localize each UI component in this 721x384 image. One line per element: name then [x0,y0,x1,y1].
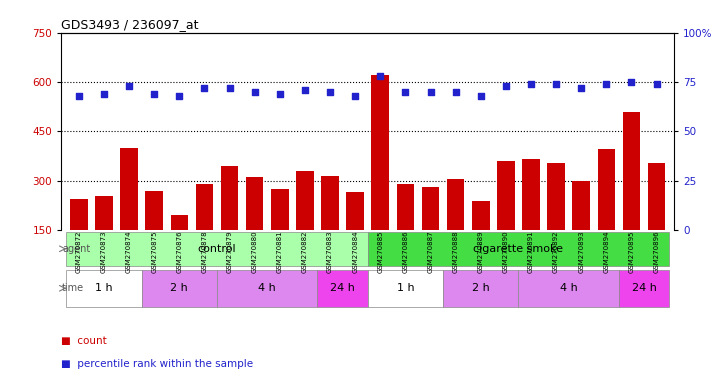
Point [98,91,110,97]
Text: GSM270884: GSM270884 [352,230,358,273]
Bar [66,270,141,307]
Text: GSM270881: GSM270881 [277,230,283,273]
Point [525,81,536,87]
Bar [472,200,490,230]
Text: 4 h: 4 h [559,283,578,293]
Bar [572,181,590,230]
Text: GSM270878: GSM270878 [201,230,208,273]
Bar [221,166,239,230]
Point [475,93,487,99]
Point [651,81,663,87]
Text: 24 h: 24 h [632,283,656,293]
Bar [171,215,188,230]
Bar [368,232,669,266]
Point [626,79,637,85]
Text: GSM270889: GSM270889 [478,230,484,273]
Point [350,93,361,99]
Text: GSM270882: GSM270882 [302,230,308,273]
Point [149,91,160,97]
Point [299,87,311,93]
Text: cigarette smoke: cigarette smoke [474,244,563,254]
Bar [371,75,389,230]
Bar [397,184,414,230]
Bar [647,163,665,230]
Text: 4 h: 4 h [258,283,276,293]
Bar [217,270,317,307]
Point [575,85,587,91]
Point [425,89,436,95]
Bar [322,176,339,230]
Bar [518,270,619,307]
Text: GSM270880: GSM270880 [252,230,257,273]
Text: GSM270895: GSM270895 [629,230,634,273]
Text: 24 h: 24 h [330,283,355,293]
Bar [522,159,540,230]
Bar [317,270,368,307]
Point [550,81,562,87]
Bar [497,161,515,230]
Text: agent: agent [62,244,90,254]
Point [274,91,286,97]
Bar [296,171,314,230]
Bar [120,148,138,230]
Point [374,73,386,79]
Bar [619,270,669,307]
Bar [443,270,518,307]
Point [500,83,512,89]
Text: GSM270896: GSM270896 [653,230,660,273]
Text: control: control [198,244,236,254]
Point [224,85,235,91]
Bar [368,270,443,307]
Point [324,89,336,95]
Bar [146,190,163,230]
Text: ■  count: ■ count [61,336,107,346]
Text: 1 h: 1 h [397,283,414,293]
Text: GSM270874: GSM270874 [126,230,132,273]
Point [399,89,411,95]
Point [199,85,211,91]
Text: GSM270873: GSM270873 [101,230,107,273]
Bar [623,112,640,230]
Point [601,81,612,87]
Bar [346,192,364,230]
Text: 1 h: 1 h [95,283,112,293]
Bar [141,270,217,307]
Bar [422,187,439,230]
Point [450,89,461,95]
Point [123,83,135,89]
Bar [95,195,112,230]
Text: 2 h: 2 h [472,283,490,293]
Bar [271,189,288,230]
Point [174,93,185,99]
Text: GSM270891: GSM270891 [528,230,534,273]
Text: GSM270894: GSM270894 [603,230,609,273]
Text: GSM270876: GSM270876 [177,230,182,273]
Text: 2 h: 2 h [170,283,188,293]
Bar [195,184,213,230]
Bar [66,232,368,266]
Text: GSM270872: GSM270872 [76,230,82,273]
Bar [70,199,88,230]
Bar [447,179,464,230]
Text: GSM270887: GSM270887 [428,230,433,273]
Bar [246,177,263,230]
Text: GSM270885: GSM270885 [377,230,384,273]
Text: GSM270893: GSM270893 [578,230,584,273]
Text: ■  percentile rank within the sample: ■ percentile rank within the sample [61,359,253,369]
Text: GSM270886: GSM270886 [402,230,408,273]
Text: GSM270888: GSM270888 [453,230,459,273]
Point [73,93,84,99]
Text: GSM270892: GSM270892 [553,230,559,273]
Point [249,89,260,95]
Text: GSM270879: GSM270879 [226,230,233,273]
Text: GDS3493 / 236097_at: GDS3493 / 236097_at [61,18,199,31]
Text: GSM270890: GSM270890 [503,230,509,273]
Bar [598,149,615,230]
Bar [547,163,565,230]
Text: GSM270875: GSM270875 [151,230,157,273]
Text: GSM270883: GSM270883 [327,230,333,273]
Text: time: time [62,283,84,293]
